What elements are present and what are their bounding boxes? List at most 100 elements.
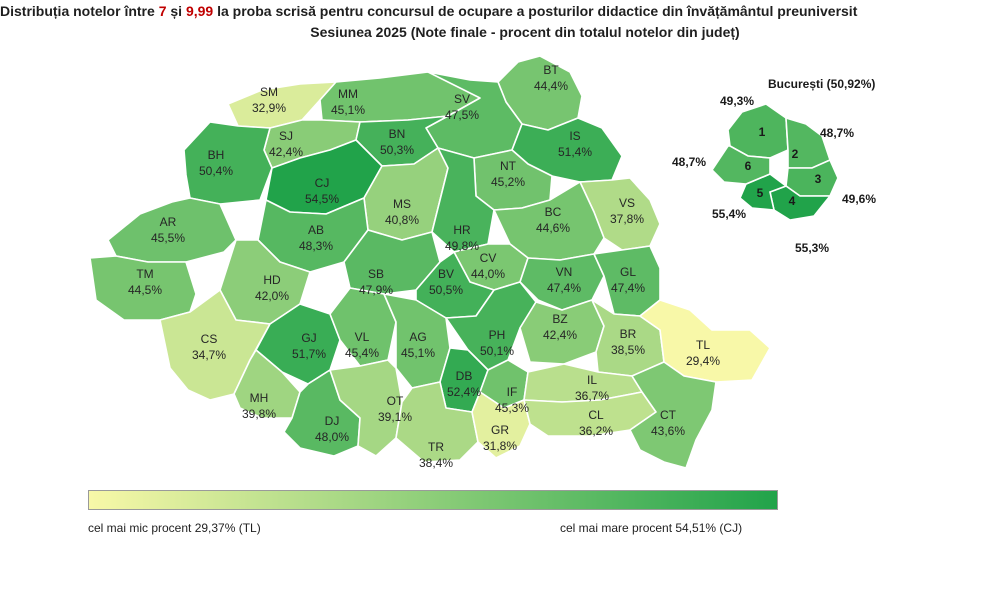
county-code-tl: TL xyxy=(696,338,710,352)
county-value-dj: 48,0% xyxy=(315,430,349,444)
county-code-gl: GL xyxy=(620,265,636,279)
county-code-bh: BH xyxy=(208,148,225,162)
county-value-ph: 50,1% xyxy=(480,344,514,358)
county-code-tr: TR xyxy=(428,440,444,454)
county-value-gr: 31,8% xyxy=(483,439,517,453)
county-value-hd: 42,0% xyxy=(255,289,289,303)
county-code-sj: SJ xyxy=(279,129,293,143)
county-code-dj: DJ xyxy=(325,414,340,428)
county-value-tl: 29,4% xyxy=(686,354,720,368)
county-ct xyxy=(629,361,717,469)
county-bh xyxy=(183,121,273,205)
county-value-mh: 39,8% xyxy=(242,407,276,421)
map-subtitle: Sesiunea 2025 (Note finale - procent din… xyxy=(310,24,740,40)
bucharest-sector-value-2: 48,7% xyxy=(820,126,854,140)
bucharest-inset: București (50,92%) 149,3%248,7%349,6%455… xyxy=(672,77,876,255)
county-value-cl: 36,2% xyxy=(579,424,613,438)
county-code-vs: VS xyxy=(619,196,635,210)
county-code-vl: VL xyxy=(355,330,370,344)
county-code-ot: OT xyxy=(387,394,404,408)
bucharest-sector-number-2: 2 xyxy=(792,147,799,161)
bucharest-sector-number-4: 4 xyxy=(789,194,796,208)
county-value-ab: 48,3% xyxy=(299,239,333,253)
county-value-cv: 44,0% xyxy=(471,267,505,281)
county-code-sm: SM xyxy=(260,85,278,99)
county-code-db: DB xyxy=(456,369,473,383)
county-code-cs: CS xyxy=(201,332,218,346)
county-value-ot: 39,1% xyxy=(378,410,412,424)
county-value-if: 45,3% xyxy=(495,401,529,415)
county-value-bh: 50,4% xyxy=(199,164,233,178)
map-title: Distribuția notelor între 7 și 9,99 la p… xyxy=(0,3,858,19)
county-code-gr: GR xyxy=(491,423,509,437)
county-value-sb: 47,9% xyxy=(359,283,393,297)
county-code-mh: MH xyxy=(250,391,269,405)
county-value-ar: 45,5% xyxy=(151,231,185,245)
county-value-vs: 37,8% xyxy=(610,212,644,226)
county-value-bv: 50,5% xyxy=(429,283,463,297)
legend-max-label: cel mai mare procent 54,51% (CJ) xyxy=(560,521,743,535)
county-code-gj: GJ xyxy=(301,331,316,345)
county-vl xyxy=(329,287,397,367)
county-value-vl: 45,4% xyxy=(345,346,379,360)
county-value-gj: 51,7% xyxy=(292,347,326,361)
bucharest-title: București (50,92%) xyxy=(768,77,875,91)
county-code-cj: CJ xyxy=(315,176,330,190)
county-code-cv: CV xyxy=(480,251,497,265)
county-tl xyxy=(639,299,771,383)
counties-layer xyxy=(89,55,771,469)
county-value-bc: 44,6% xyxy=(536,221,570,235)
county-value-gl: 47,4% xyxy=(611,281,645,295)
bucharest-sector-value-4: 55,3% xyxy=(795,241,829,255)
bucharest-sector-4 xyxy=(769,185,832,221)
county-code-hr: HR xyxy=(453,223,471,237)
county-code-br: BR xyxy=(620,327,637,341)
county-code-cl: CL xyxy=(588,408,604,422)
county-value-cs: 34,7% xyxy=(192,348,226,362)
bucharest-sector-5 xyxy=(739,173,788,211)
county-tm xyxy=(89,255,197,321)
county-code-il: IL xyxy=(587,373,597,387)
county-code-ab: AB xyxy=(308,223,324,237)
county-value-tr: 38,4% xyxy=(419,456,453,470)
county-value-sj: 42,4% xyxy=(269,145,303,159)
county-value-tm: 44,5% xyxy=(128,283,162,297)
county-value-vn: 47,4% xyxy=(547,281,581,295)
county-code-sb: SB xyxy=(368,267,384,281)
county-value-bz: 42,4% xyxy=(543,328,577,342)
county-code-bc: BC xyxy=(545,205,562,219)
county-code-ct: CT xyxy=(660,408,677,422)
legend-min-label: cel mai mic procent 29,37% (TL) xyxy=(88,521,261,535)
bucharest-sector-value-1: 49,3% xyxy=(720,94,754,108)
county-value-is: 51,4% xyxy=(558,145,592,159)
county-value-ag: 45,1% xyxy=(401,346,435,360)
bucharest-sector-number-5: 5 xyxy=(757,186,764,200)
county-value-sm: 32,9% xyxy=(252,101,286,115)
bucharest-sector-value-6: 48,7% xyxy=(672,155,706,169)
bucharest-sector-6 xyxy=(710,145,771,185)
county-ar xyxy=(107,197,237,263)
county-value-bt: 44,4% xyxy=(534,79,568,93)
county-value-ms: 40,8% xyxy=(385,213,419,227)
county-code-bv: BV xyxy=(438,267,454,281)
county-value-cj: 54,5% xyxy=(305,192,339,206)
county-code-ms: MS xyxy=(393,197,411,211)
county-code-ph: PH xyxy=(489,328,506,342)
bucharest-sector-number-1: 1 xyxy=(759,125,766,139)
county-code-sv: SV xyxy=(454,92,470,106)
bucharest-sector-number-3: 3 xyxy=(815,172,822,186)
county-value-bn: 50,3% xyxy=(380,143,414,157)
county-code-if: IF xyxy=(507,385,518,399)
county-value-nt: 45,2% xyxy=(491,175,525,189)
county-code-vn: VN xyxy=(556,265,573,279)
bucharest-sector-number-6: 6 xyxy=(745,159,752,173)
county-code-bt: BT xyxy=(543,63,559,77)
county-value-db: 52,4% xyxy=(447,385,481,399)
county-code-ag: AG xyxy=(409,330,426,344)
county-code-mm: MM xyxy=(338,87,358,101)
county-value-mm: 45,1% xyxy=(331,103,365,117)
county-value-hr: 49,8% xyxy=(445,239,479,253)
county-code-ar: AR xyxy=(160,215,177,229)
bucharest-sector-value-3: 49,6% xyxy=(842,192,876,206)
